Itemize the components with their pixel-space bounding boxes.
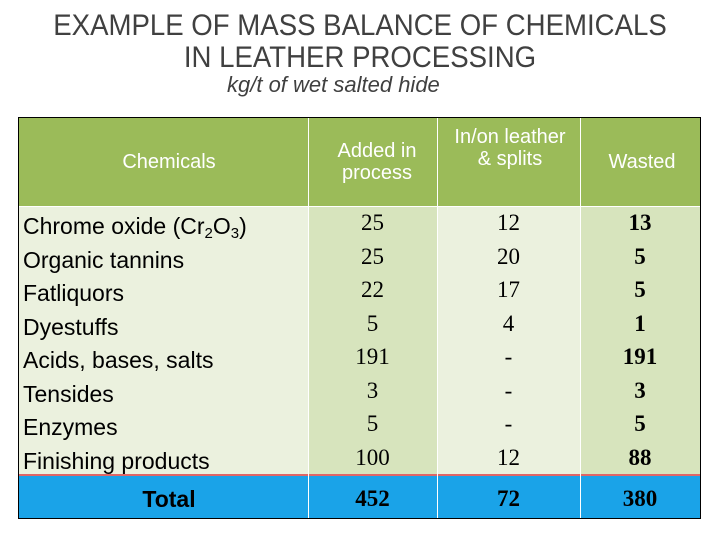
chemical-name: Fatliquors bbox=[23, 280, 124, 306]
added-values: 25 25 22 5 191 3 5 100 bbox=[308, 206, 437, 474]
wasted-values: 13 5 5 1 191 3 5 88 bbox=[580, 206, 700, 474]
chemicals-list: Chrome oxide (Cr2O3) Organic tannins Fat… bbox=[23, 210, 247, 478]
total-label: Total bbox=[142, 486, 196, 512]
column-divider-1 bbox=[308, 118, 309, 518]
added-column-bg bbox=[308, 206, 437, 474]
wasted-value: 5 bbox=[634, 411, 646, 436]
total-row-bg bbox=[19, 476, 700, 518]
page-title: EXAMPLE OF MASS BALANCE OF CHEMICALS IN … bbox=[29, 10, 691, 74]
added-value: 5 bbox=[366, 310, 379, 336]
inon-column-bg bbox=[437, 206, 580, 474]
added-value: 5 bbox=[366, 411, 379, 436]
chemical-name: Chrome oxide (Cr2O3) bbox=[23, 213, 247, 242]
inon-value: - bbox=[504, 377, 513, 403]
header-body-divider bbox=[19, 206, 700, 207]
column-divider-3 bbox=[580, 118, 581, 518]
chemical-name: Organic tannins bbox=[23, 246, 185, 273]
added-value: 3 bbox=[366, 377, 379, 403]
inon-value: 12 bbox=[497, 210, 520, 235]
mass-balance-table: Chemicals Added in process In/on leather… bbox=[18, 117, 701, 519]
inon-value: 4 bbox=[502, 310, 515, 336]
chemical-name: Finishing products bbox=[23, 447, 210, 474]
chemical-name: Enzymes bbox=[23, 414, 118, 440]
chemical-name: Dyestuffs bbox=[23, 313, 119, 340]
header-wasted: Wasted bbox=[608, 151, 676, 173]
chemical-name: Tensides bbox=[23, 380, 114, 407]
inon-values: 12 20 17 4 - - - 12 bbox=[437, 206, 580, 474]
chemicals-column-bg bbox=[19, 206, 308, 474]
wasted-column-bg bbox=[580, 206, 700, 474]
added-value: 25 bbox=[361, 243, 384, 269]
total-added: 452 bbox=[355, 486, 390, 511]
title-line-1: EXAMPLE OF MASS BALANCE OF CHEMICALS bbox=[53, 9, 667, 42]
wasted-value: 1 bbox=[634, 310, 646, 336]
header-in-on-leather-splits: In/on leather & splits bbox=[454, 126, 566, 170]
header-chemicals: Chemicals bbox=[122, 151, 216, 173]
added-value: 100 bbox=[355, 444, 390, 470]
wasted-value: 191 bbox=[622, 344, 658, 369]
total-inon: 72 bbox=[497, 486, 520, 511]
wasted-value: 88 bbox=[628, 444, 652, 470]
wasted-value: 5 bbox=[634, 243, 646, 269]
inon-value: 20 bbox=[497, 243, 520, 269]
total-separator bbox=[19, 474, 700, 476]
wasted-value: 13 bbox=[628, 210, 652, 235]
header-added-in-process: Added in process bbox=[337, 140, 417, 184]
page-subtitle: kg/t of wet salted hide bbox=[227, 72, 440, 97]
added-value: 25 bbox=[361, 210, 384, 235]
added-value: 191 bbox=[355, 344, 390, 369]
chemical-name: Acids, bases, salts bbox=[23, 347, 214, 373]
inon-value: 12 bbox=[497, 444, 520, 470]
column-divider-2 bbox=[437, 118, 438, 518]
wasted-value: 5 bbox=[634, 277, 646, 302]
wasted-value: 3 bbox=[634, 377, 646, 403]
inon-value: - bbox=[504, 344, 513, 369]
table-header-row bbox=[19, 118, 700, 206]
inon-value: - bbox=[504, 411, 513, 436]
title-line-2: IN LEATHER PROCESSING bbox=[183, 41, 537, 74]
inon-value: 17 bbox=[497, 277, 520, 302]
added-value: 22 bbox=[361, 277, 384, 302]
total-wasted: 380 bbox=[622, 486, 658, 511]
